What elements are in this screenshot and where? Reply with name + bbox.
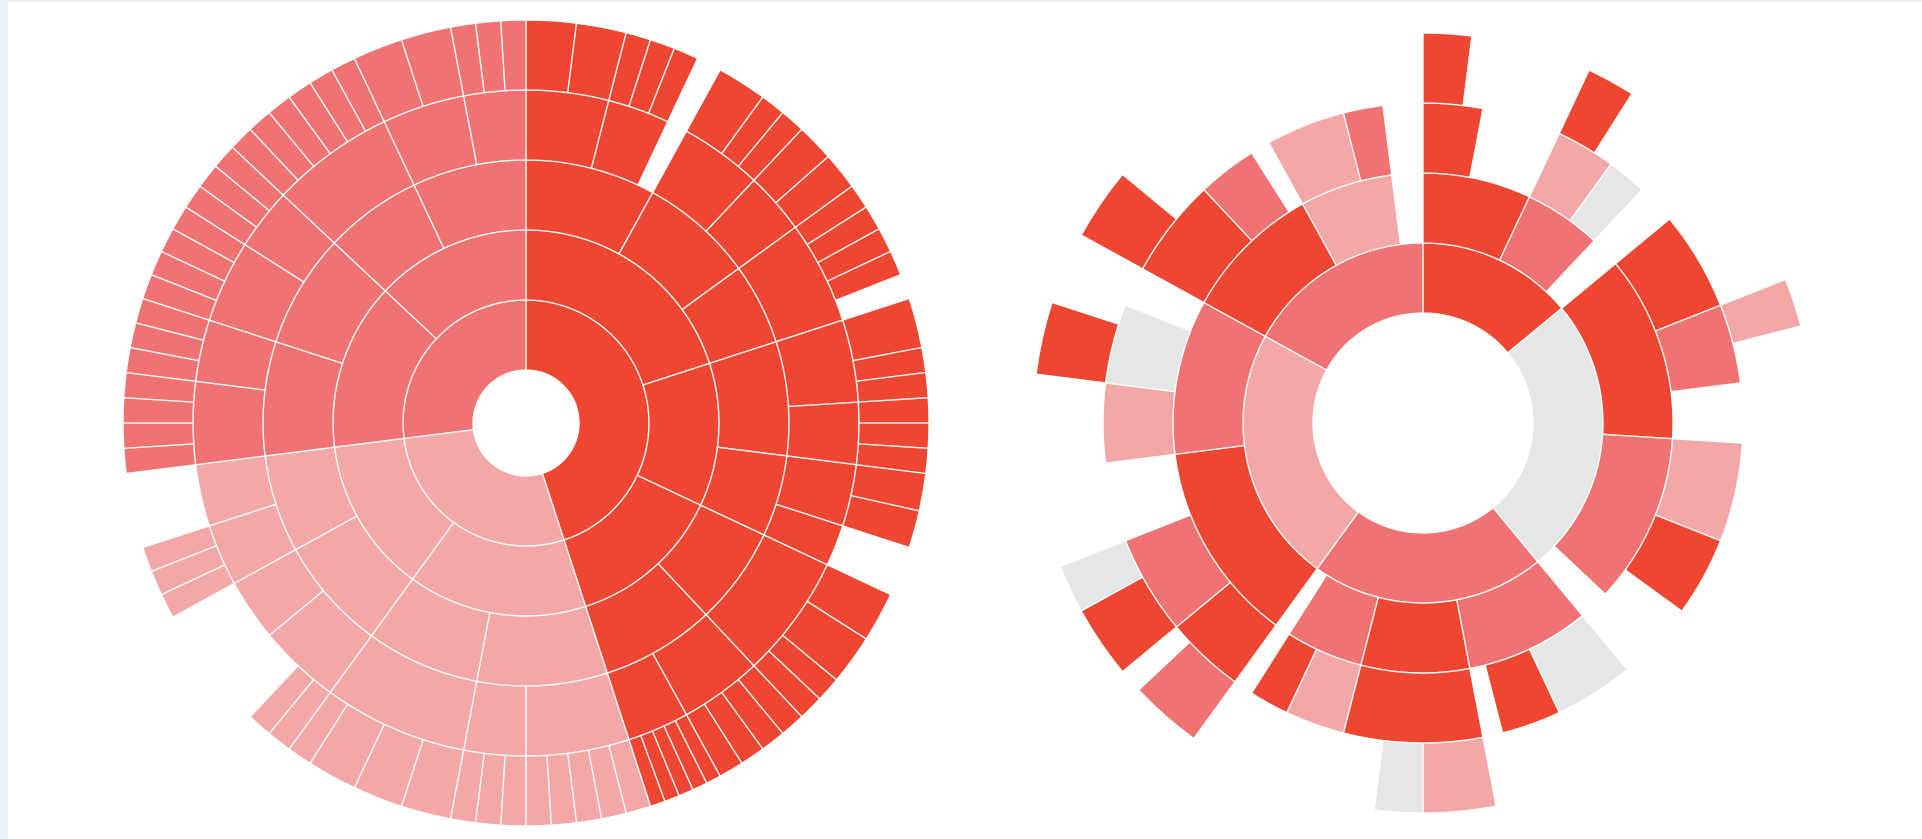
sunburst-segment: [192, 380, 266, 466]
sunburst-segment: [1342, 104, 1393, 182]
sunburst-segment: [1558, 69, 1633, 154]
sunburst-segment: [857, 397, 930, 424]
sunburst-segment: [786, 401, 860, 466]
sunburst-segment: [525, 754, 552, 827]
sunburst-segment: [1035, 301, 1120, 384]
sunburst-segment: [1624, 514, 1722, 612]
sunburst-segment: [1250, 633, 1318, 714]
sunburst-segment: [826, 250, 902, 302]
top-border: [0, 0, 1922, 2]
sunburst-segment: [1080, 173, 1178, 270]
sunburst-segment: [1719, 278, 1802, 345]
sunburst-segment: [1422, 32, 1473, 107]
sunburst-segment: [1102, 382, 1176, 464]
sunburst-segment: [1484, 648, 1561, 734]
sunburst-segment: [1203, 151, 1290, 242]
sunburst-segment: [1422, 736, 1497, 814]
sunburst-segment: [708, 340, 790, 457]
sunburst-segment: [1342, 664, 1484, 744]
sunburst-segment: [647, 47, 699, 123]
left-border: [0, 0, 8, 839]
sunburst-segment: [249, 664, 315, 735]
sunburst-segment: [475, 605, 609, 687]
sunburst-segment: [1569, 163, 1643, 242]
sunburst-segment: [122, 422, 195, 449]
sunburst-segment: [1137, 641, 1236, 740]
sunburst-segment: [1360, 596, 1471, 674]
sunburst-segment: [500, 19, 527, 92]
sunburst-segment: [1373, 739, 1424, 814]
sunburst-segment: [1059, 539, 1144, 612]
